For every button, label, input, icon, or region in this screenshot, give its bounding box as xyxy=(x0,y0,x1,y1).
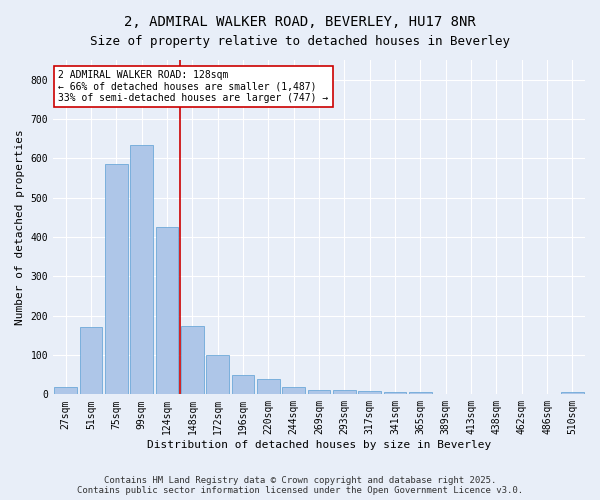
Bar xyxy=(383,392,406,394)
Bar xyxy=(105,164,128,394)
Text: 2, ADMIRAL WALKER ROAD, BEVERLEY, HU17 8NR: 2, ADMIRAL WALKER ROAD, BEVERLEY, HU17 8… xyxy=(124,15,476,29)
Bar xyxy=(282,388,305,394)
X-axis label: Distribution of detached houses by size in Beverley: Distribution of detached houses by size … xyxy=(147,440,491,450)
Bar xyxy=(333,390,356,394)
Bar xyxy=(155,227,178,394)
Bar xyxy=(232,374,254,394)
Bar xyxy=(257,378,280,394)
Y-axis label: Number of detached properties: Number of detached properties xyxy=(15,130,25,325)
Bar xyxy=(358,391,381,394)
Text: 2 ADMIRAL WALKER ROAD: 128sqm
← 66% of detached houses are smaller (1,487)
33% o: 2 ADMIRAL WALKER ROAD: 128sqm ← 66% of d… xyxy=(58,70,329,103)
Bar xyxy=(130,144,153,394)
Text: Contains HM Land Registry data © Crown copyright and database right 2025.
Contai: Contains HM Land Registry data © Crown c… xyxy=(77,476,523,495)
Bar xyxy=(181,326,204,394)
Text: Size of property relative to detached houses in Beverley: Size of property relative to detached ho… xyxy=(90,35,510,48)
Bar xyxy=(561,392,584,394)
Bar xyxy=(409,392,432,394)
Bar xyxy=(206,355,229,395)
Bar xyxy=(55,388,77,394)
Bar xyxy=(80,328,103,394)
Bar xyxy=(308,390,331,394)
